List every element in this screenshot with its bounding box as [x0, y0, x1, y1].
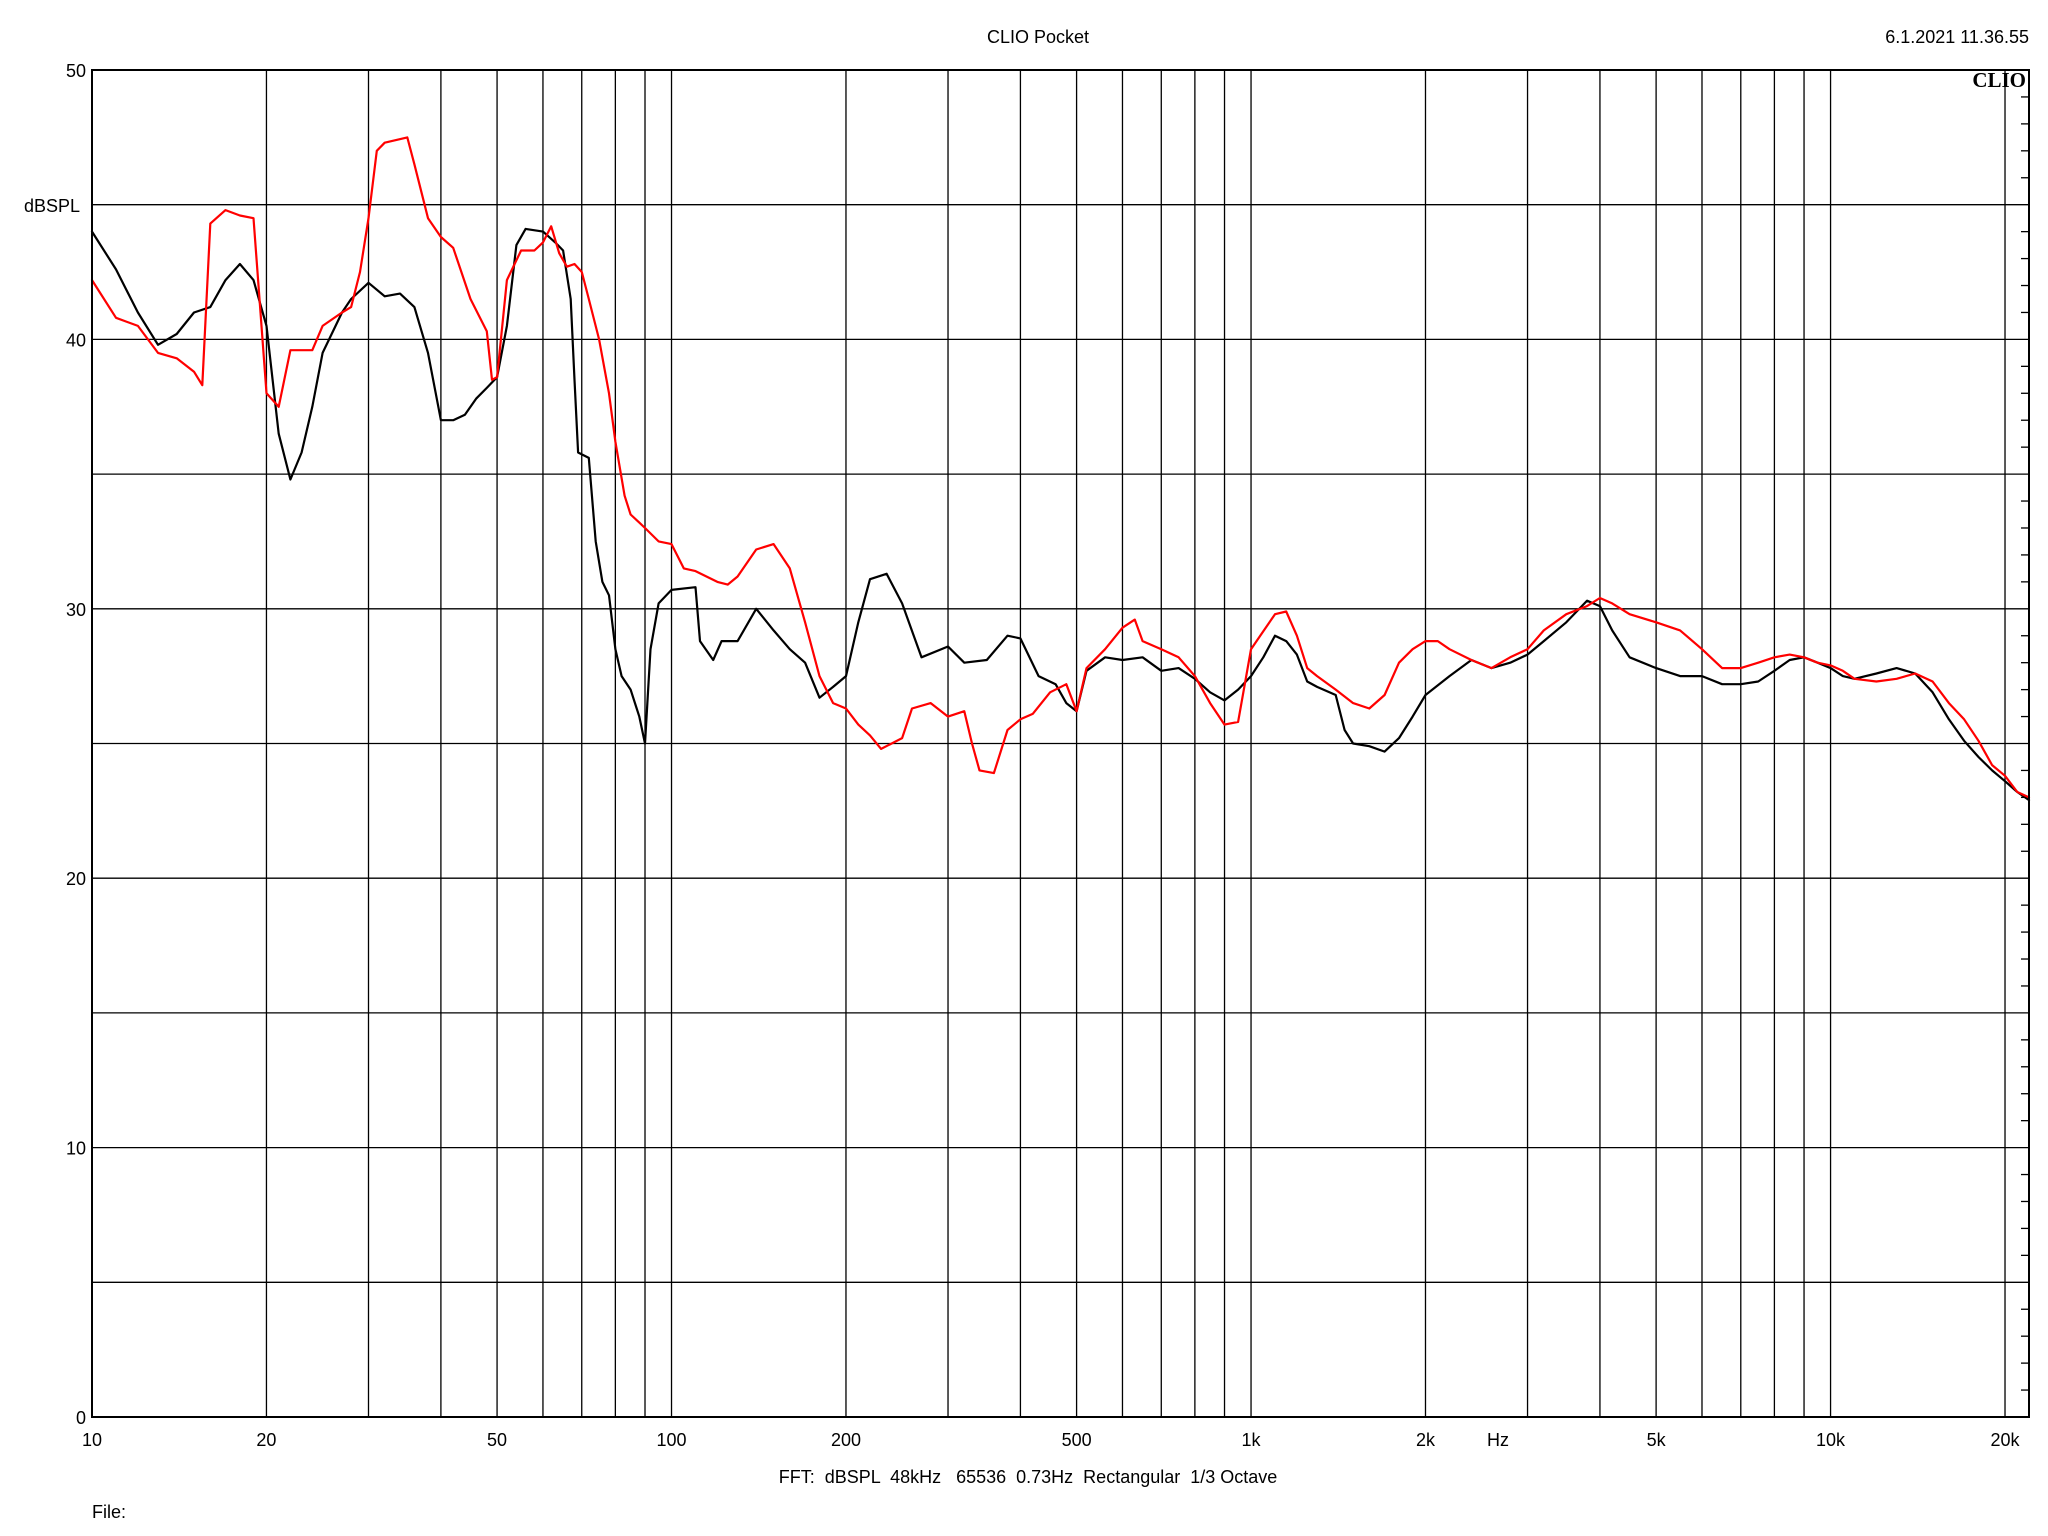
y-tick-label: 0	[76, 1408, 86, 1428]
file-label: File:	[92, 1502, 126, 1522]
x-tick-label: 2k	[1416, 1430, 1436, 1450]
series-line-2	[90, 136, 2031, 799]
x-tick-labels: 10 20 50 100 200 500 1k 2k 5k 10k 20k	[82, 1430, 2021, 1450]
timestamp: 6.1.2021 11.36.55	[1885, 27, 2029, 47]
y-tick-label: 50	[66, 61, 86, 81]
y-tick-labels: 0 10 20 30 40 50	[66, 61, 86, 1428]
y-axis-label: dBSPL	[24, 196, 80, 216]
x-tick-label: 5k	[1647, 1430, 1667, 1450]
plot-frame	[91, 69, 2030, 1418]
y-tick-label: 30	[66, 600, 86, 620]
x-tick-label: 10	[82, 1430, 102, 1450]
x-axis-label: Hz	[1487, 1430, 1509, 1450]
fft-settings: FFT: dBSPL 48kHz 65536 0.73Hz Rectangula…	[779, 1467, 1278, 1487]
x-tick-label: 20k	[1990, 1430, 2020, 1450]
y-tick-label: 20	[66, 869, 86, 889]
y-tick-label: 40	[66, 330, 86, 350]
clio-logo: CLIO	[1972, 68, 2026, 92]
y-tick-label: 10	[66, 1139, 86, 1159]
grid	[92, 70, 2029, 1417]
x-tick-label: 200	[831, 1430, 861, 1450]
x-tick-label: 1k	[1242, 1430, 1262, 1450]
x-tick-label: 50	[487, 1430, 507, 1450]
chart-title: CLIO Pocket	[987, 27, 1089, 47]
series-line-1	[90, 227, 2031, 802]
series-layer	[90, 136, 2031, 802]
x-tick-label: 20	[256, 1430, 276, 1450]
x-tick-label: 100	[656, 1430, 686, 1450]
x-tick-label: 10k	[1816, 1430, 1846, 1450]
x-tick-label: 500	[1062, 1430, 1092, 1450]
